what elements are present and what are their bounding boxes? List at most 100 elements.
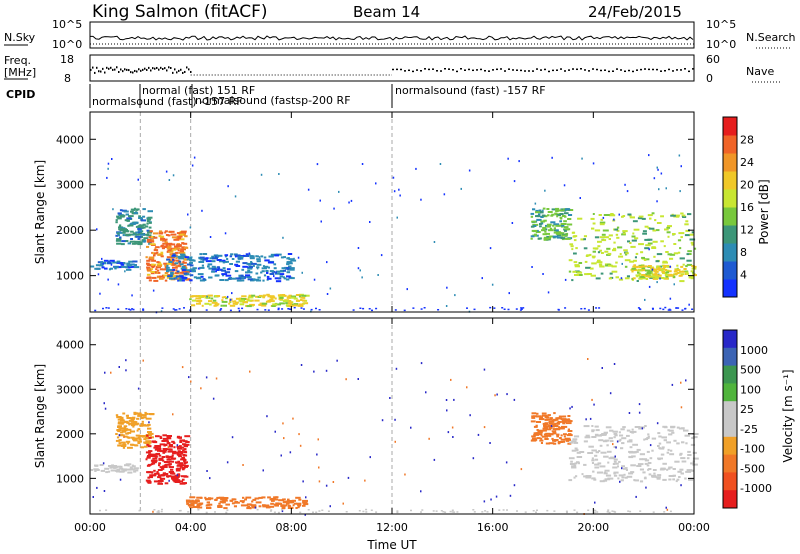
echo-cell xyxy=(542,214,545,217)
echo-cell xyxy=(599,265,605,268)
echo-cell xyxy=(124,229,128,231)
echo-cell xyxy=(532,223,539,226)
noise-cell xyxy=(131,308,134,310)
echo-cell xyxy=(116,238,122,241)
colorbar-swatch xyxy=(723,347,737,367)
echo-cell xyxy=(207,263,213,266)
echo-cell xyxy=(124,464,129,467)
echo-cell xyxy=(599,221,606,224)
echo-cell xyxy=(634,256,637,259)
echo-cell xyxy=(659,265,663,268)
noise-cell xyxy=(307,509,310,511)
echo-cell xyxy=(681,460,687,463)
freq-mark xyxy=(608,70,610,73)
colorbar-swatch xyxy=(723,207,737,226)
echo-cell xyxy=(126,262,131,265)
echo-cell xyxy=(128,422,135,425)
echo-cell xyxy=(178,238,185,241)
echo-cell xyxy=(223,497,229,499)
ytick-label: 2000 xyxy=(56,428,84,441)
echo-cell xyxy=(184,443,190,446)
freq-mark xyxy=(138,68,140,71)
echo-cell xyxy=(145,451,151,454)
noise-cell xyxy=(219,309,222,311)
freq-mark xyxy=(184,70,186,73)
echo-cell xyxy=(126,468,132,471)
echo-cell xyxy=(198,300,202,303)
echo-cell xyxy=(553,223,560,226)
echo-cell xyxy=(674,269,681,272)
noise-cell xyxy=(446,286,448,289)
echo-cell xyxy=(692,451,697,454)
noise-cell xyxy=(117,308,120,310)
echo-region xyxy=(115,411,155,449)
noise-cell xyxy=(318,466,320,469)
echo-cell xyxy=(539,210,544,213)
echo-cell xyxy=(248,294,253,297)
echo-cell xyxy=(147,238,152,241)
echo-cell xyxy=(226,258,229,260)
echo-cell xyxy=(206,507,212,509)
echo-cell xyxy=(656,222,662,224)
noise-cell xyxy=(669,265,671,268)
echo-cell xyxy=(533,425,538,428)
noise-cell xyxy=(489,442,491,444)
echo-cell xyxy=(631,455,636,458)
freq-mark xyxy=(144,67,146,70)
freq-mark xyxy=(652,68,654,71)
freq-mark xyxy=(420,70,422,72)
noise-cell xyxy=(453,511,456,513)
echo-cell xyxy=(579,451,585,453)
echo-cell xyxy=(531,229,538,232)
noise-cell xyxy=(460,187,462,190)
echo-cell xyxy=(146,437,150,440)
colorbar-tick-label: -1000 xyxy=(740,482,772,495)
echo-cell xyxy=(278,499,284,502)
echo-cell xyxy=(181,266,186,268)
echo-region xyxy=(631,264,697,280)
noise-cell xyxy=(94,309,97,312)
echo-cell xyxy=(126,268,132,271)
echo-cell xyxy=(685,271,689,274)
noise-cell xyxy=(594,501,596,504)
echo-cell xyxy=(681,441,685,444)
echo-cell xyxy=(233,505,237,508)
echo-cell xyxy=(607,477,614,480)
noise-cell xyxy=(566,511,568,514)
nsky-trace xyxy=(89,35,694,41)
echo-cell xyxy=(672,233,676,235)
echo-cell xyxy=(190,502,195,505)
echo-cell xyxy=(117,430,120,433)
echo-cell xyxy=(258,496,263,499)
echo-cell xyxy=(255,501,262,504)
echo-cell xyxy=(183,258,189,261)
freq-mark xyxy=(468,68,470,71)
freq-mark xyxy=(484,69,486,72)
echo-cell xyxy=(146,220,150,223)
noise-cell xyxy=(665,187,667,190)
echo-cell xyxy=(120,421,125,424)
echo-cell xyxy=(267,496,271,499)
noise-cell xyxy=(513,398,516,401)
echo-cell xyxy=(572,438,578,441)
echo-cell xyxy=(185,441,190,443)
freq-mark xyxy=(644,68,646,70)
echo-cell xyxy=(127,242,131,245)
noise-cell xyxy=(345,511,348,513)
echo-cell xyxy=(262,279,265,282)
noise-cell xyxy=(105,509,108,511)
echo-cell xyxy=(146,276,152,279)
freq-mark xyxy=(172,71,174,74)
echo-cell xyxy=(247,269,251,272)
echo-cell xyxy=(174,277,178,280)
echo-cell xyxy=(247,271,253,274)
noise-cell xyxy=(137,387,140,390)
echo-cell xyxy=(126,436,130,439)
noise-cell xyxy=(152,510,154,513)
echo-cell xyxy=(127,471,133,474)
freq-mark xyxy=(592,68,594,70)
echo-cell xyxy=(667,225,672,228)
echo-cell xyxy=(146,264,152,266)
echo-cell xyxy=(595,277,601,280)
echo-cell xyxy=(283,269,286,272)
